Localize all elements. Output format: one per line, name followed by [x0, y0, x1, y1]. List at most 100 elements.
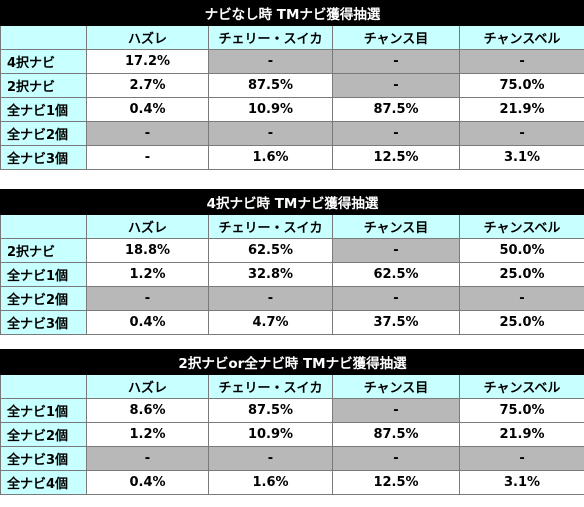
- column-header: チャンスベル: [458, 25, 584, 50]
- table-row: 全ナビ2個 - - - -: [0, 121, 584, 146]
- column-header: チャンス目: [332, 374, 460, 399]
- rate-cell: -: [208, 49, 333, 74]
- rate-cell: -: [208, 121, 333, 146]
- rate-cell: 75.0%: [458, 398, 584, 423]
- rate-cell: -: [208, 446, 333, 471]
- header-corner: [0, 214, 87, 239]
- table-row: 2択ナビ 2.7% 87.5% -75.0%: [0, 73, 584, 98]
- rate-cell: -: [458, 446, 584, 471]
- rate-cell: 0.4%: [86, 470, 209, 495]
- rate-cell: 3.1%: [458, 145, 584, 170]
- row-label: 2択ナビ: [0, 73, 87, 98]
- rate-cell: -: [458, 49, 584, 74]
- rate-cell: 1.2%: [86, 262, 209, 287]
- rate-cell: 62.5%: [208, 238, 333, 263]
- rate-cell: -: [86, 121, 209, 146]
- row-label: 全ナビ2個: [0, 121, 87, 146]
- table-row: 4択ナビ 17.2% - - -: [0, 49, 584, 74]
- column-header: チャンスベル: [458, 374, 584, 399]
- column-header: チャンス目: [332, 25, 460, 50]
- rate-table-1: ナビなし時 TMナビ獲得抽選 ハズレ チェリー・スイカ チャンス目 チャンスベル 4択ナビ…: [0, 0, 584, 170]
- row-label: 全ナビ3個: [0, 310, 87, 335]
- rate-cell: 1.2%: [86, 422, 209, 447]
- rate-table-2: 4択ナビ時 TMナビ獲得抽選 ハズレ チェリー・スイカ チャンス目 チャンスベル 2択ナビ…: [0, 189, 584, 335]
- rate-cell: 62.5%: [332, 262, 460, 287]
- table-row: 全ナビ1個 1.2% 32.8% 62.5% 25.0%: [0, 262, 584, 287]
- table-row: 全ナビ1個 8.6% 87.5% -75.0%: [0, 398, 584, 423]
- row-label: 全ナビ3個: [0, 145, 87, 170]
- rate-cell: 12.5%: [332, 470, 460, 495]
- rate-cell: 32.8%: [208, 262, 333, 287]
- header-row: ハズレ チェリー・スイカ チャンス目 チャンスベル: [0, 25, 584, 50]
- row-label: 全ナビ1個: [0, 97, 87, 122]
- rate-cell: 25.0%: [458, 262, 584, 287]
- column-header: ハズレ: [86, 214, 209, 239]
- column-header: チャンスベル: [458, 214, 584, 239]
- rate-cell: 87.5%: [332, 97, 460, 122]
- column-header: ハズレ: [86, 25, 209, 50]
- column-header: チェリー・スイカ: [208, 214, 333, 239]
- rate-cell: -: [86, 446, 209, 471]
- rate-cell: 21.9%: [458, 422, 584, 447]
- rate-cell: -: [332, 73, 460, 98]
- rate-cell: -: [458, 121, 584, 146]
- rate-cell: 10.9%: [208, 97, 333, 122]
- rate-cell: 75.0%: [458, 73, 584, 98]
- column-header: チェリー・スイカ: [208, 374, 333, 399]
- rate-cell: 1.6%: [208, 470, 333, 495]
- rate-cell: 50.0%: [458, 238, 584, 263]
- rate-cell: 8.6%: [86, 398, 209, 423]
- rate-cell: -: [332, 446, 460, 471]
- header-corner: [0, 25, 87, 50]
- rate-cell: 0.4%: [86, 310, 209, 335]
- rate-cell: 2.7%: [86, 73, 209, 98]
- rate-cell: -: [86, 286, 209, 311]
- table-row: 2択ナビ 18.8% 62.5% -50.0%: [0, 238, 584, 263]
- table-title: 2択ナビor全ナビ時 TMナビ獲得抽選: [0, 349, 584, 375]
- table-row: 全ナビ3個 0.4% 4.7% 37.5% 25.0%: [0, 310, 584, 335]
- table-row: 全ナビ2個 - - - -: [0, 286, 584, 311]
- table-row: 全ナビ3個 -1.6% 12.5% 3.1%: [0, 145, 584, 170]
- row-label: 2択ナビ: [0, 238, 87, 263]
- header-corner: [0, 374, 87, 399]
- rate-cell: -: [332, 49, 460, 74]
- rate-cell: 25.0%: [458, 310, 584, 335]
- rate-cell: 10.9%: [208, 422, 333, 447]
- row-label: 4択ナビ: [0, 49, 87, 74]
- table-row: 全ナビ4個 0.4% 1.6% 12.5% 3.1%: [0, 470, 584, 495]
- rate-cell: 87.5%: [208, 398, 333, 423]
- rate-cell: -: [332, 286, 460, 311]
- rate-cell: 0.4%: [86, 97, 209, 122]
- rate-cell: -: [332, 121, 460, 146]
- table-row: 全ナビ2個 1.2% 10.9% 87.5% 21.9%: [0, 422, 584, 447]
- rate-cell: 37.5%: [332, 310, 460, 335]
- table-row: 全ナビ3個 - - - -: [0, 446, 584, 471]
- rate-cell: 21.9%: [458, 97, 584, 122]
- column-header: ハズレ: [86, 374, 209, 399]
- rate-cell: 12.5%: [332, 145, 460, 170]
- header-row: ハズレ チェリー・スイカ チャンス目 チャンスベル: [0, 374, 584, 399]
- table-title: ナビなし時 TMナビ獲得抽選: [0, 0, 584, 26]
- rate-cell: 1.6%: [208, 145, 333, 170]
- rate-cell: 3.1%: [458, 470, 584, 495]
- rate-cell: 87.5%: [208, 73, 333, 98]
- row-label: 全ナビ1個: [0, 262, 87, 287]
- rate-cell: -: [208, 286, 333, 311]
- rate-cell: 18.8%: [86, 238, 209, 263]
- rate-cell: -: [332, 398, 460, 423]
- rate-cell: 17.2%: [86, 49, 209, 74]
- row-label: 全ナビ4個: [0, 470, 87, 495]
- row-label: 全ナビ1個: [0, 398, 87, 423]
- rate-cell: 87.5%: [332, 422, 460, 447]
- row-label: 全ナビ3個: [0, 446, 87, 471]
- rate-table-3: 2択ナビor全ナビ時 TMナビ獲得抽選 ハズレ チェリー・スイカ チャンス目 チャンスベ…: [0, 349, 584, 495]
- column-header: チェリー・スイカ: [208, 25, 333, 50]
- column-header: チャンス目: [332, 214, 460, 239]
- rate-cell: 4.7%: [208, 310, 333, 335]
- rate-cell: -: [458, 286, 584, 311]
- rate-cell: -: [86, 145, 209, 170]
- row-label: 全ナビ2個: [0, 422, 87, 447]
- table-title: 4択ナビ時 TMナビ獲得抽選: [0, 189, 584, 215]
- row-label: 全ナビ2個: [0, 286, 87, 311]
- rate-cell: -: [332, 238, 460, 263]
